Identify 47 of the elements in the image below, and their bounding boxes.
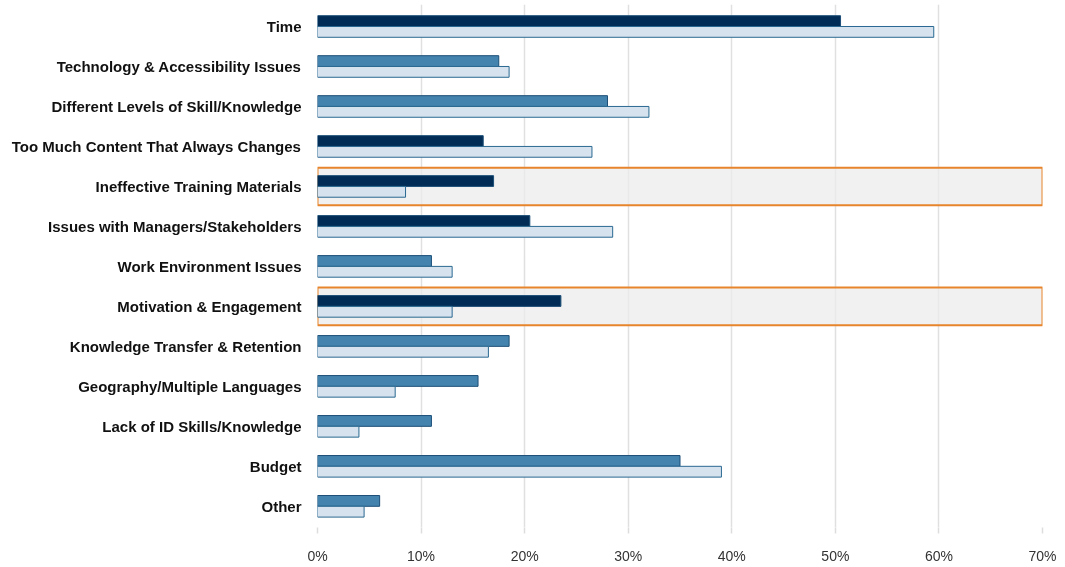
bar [317, 65, 510, 78]
bar [317, 495, 381, 507]
x-tick-label: 0% [307, 547, 328, 564]
bar [317, 375, 479, 387]
bar [317, 345, 489, 358]
x-tick-label: 60% [924, 547, 953, 564]
bar [317, 25, 935, 38]
y-tick-label: Too Much Content That Always Changes [11, 137, 301, 155]
bar [317, 105, 650, 118]
bar [317, 465, 722, 478]
x-tick-label: 70% [1028, 547, 1057, 564]
y-tick-label: Ineffective Training Materials [95, 177, 302, 195]
x-tick-label: 30% [614, 547, 643, 564]
x-tick-label: 20% [510, 547, 539, 564]
bar [317, 305, 453, 318]
bar [317, 335, 510, 347]
bar [317, 425, 360, 438]
x-tick-label: 40% [717, 547, 746, 564]
y-tick-label: Work Environment Issues [117, 257, 302, 275]
bar [317, 185, 407, 198]
bar [317, 55, 500, 67]
y-tick-label: Motivation & Engagement [117, 297, 302, 315]
bar [317, 415, 432, 427]
bar [317, 145, 593, 158]
bar [317, 15, 842, 27]
y-tick-label: Budget [249, 457, 302, 475]
bar [317, 455, 681, 467]
bar [317, 225, 614, 238]
y-tick-label: Lack of ID Skills/Knowledge [102, 417, 302, 435]
bar [317, 215, 531, 227]
x-tick-label: 10% [407, 547, 436, 564]
bar [317, 175, 495, 187]
bar [317, 135, 484, 147]
y-tick-label: Knowledge Transfer & Retention [69, 337, 302, 355]
bar [317, 385, 396, 398]
bar [317, 505, 365, 518]
y-tick-label: Geography/Multiple Languages [78, 377, 302, 395]
y-tick-label: Other [261, 497, 302, 515]
bar [317, 95, 608, 107]
bar [317, 265, 453, 278]
y-tick-label: Time [266, 17, 302, 35]
bar [317, 295, 562, 307]
y-tick-label: Issues with Managers/Stakeholders [48, 217, 302, 235]
y-tick-label: Technology & Accessibility Issues [56, 57, 301, 75]
bar [317, 255, 432, 267]
y-tick-label: Different Levels of Skill/Knowledge [51, 97, 302, 115]
x-tick-label: 50% [821, 547, 850, 564]
